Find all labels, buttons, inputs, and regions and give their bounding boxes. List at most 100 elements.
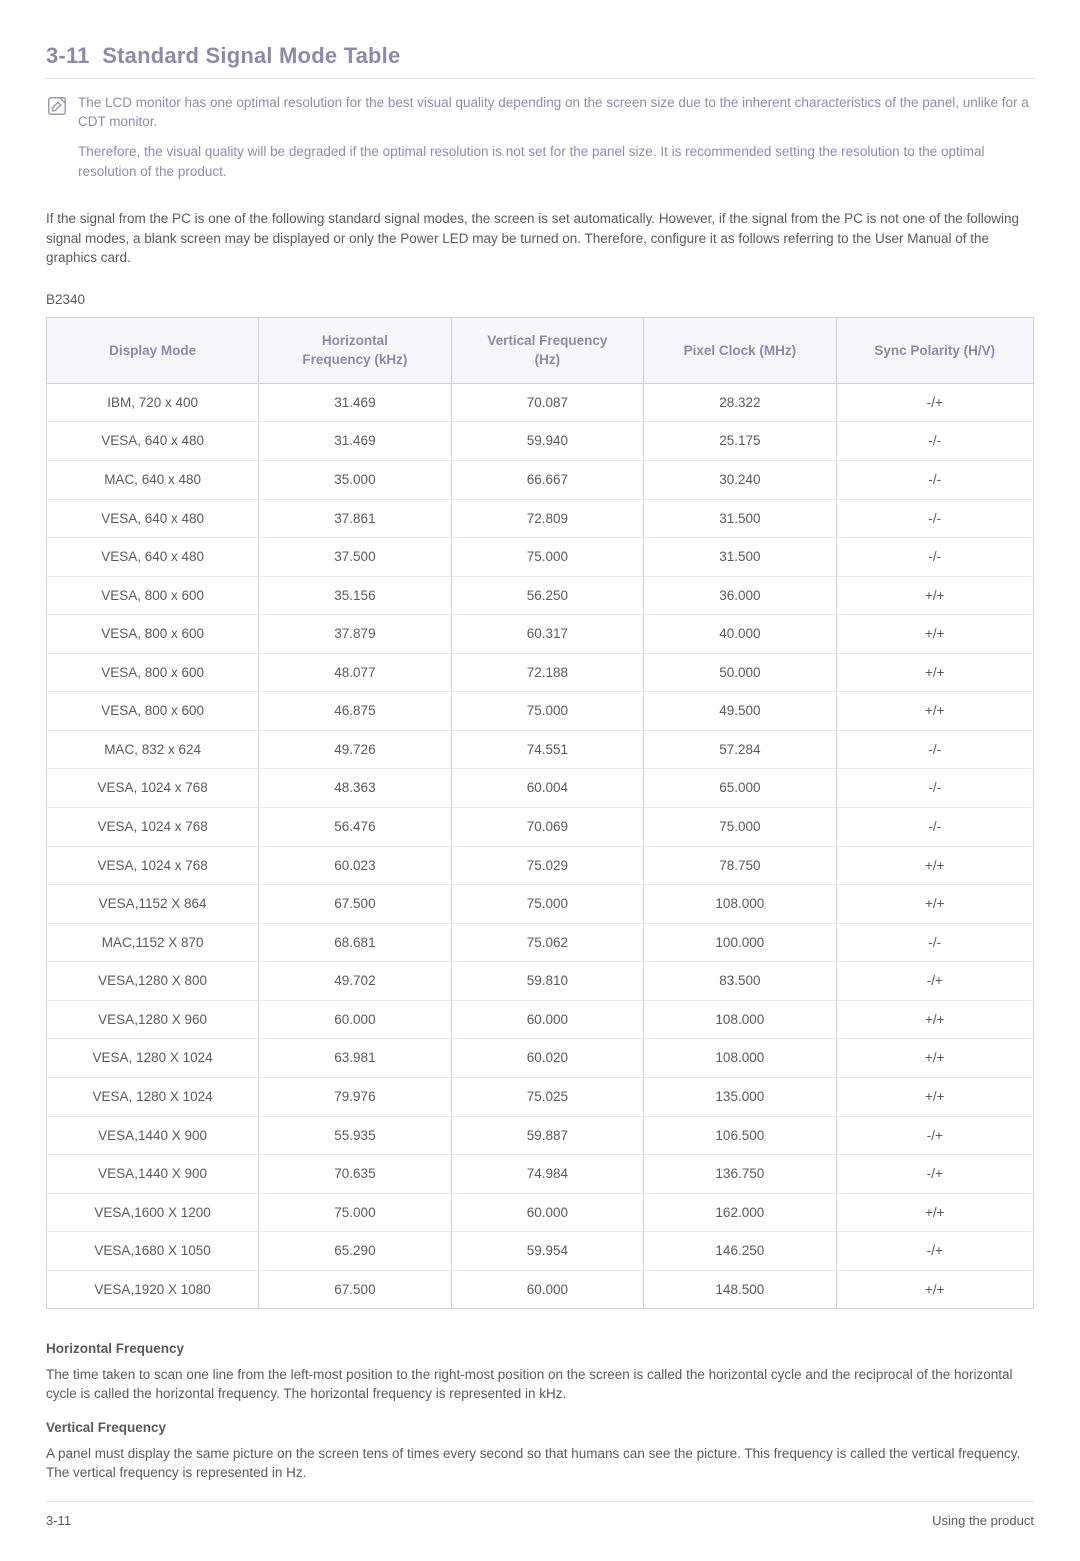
table-cell: 59.940: [451, 422, 643, 461]
table-row: VESA, 1024 x 76856.47670.06975.000-/-: [47, 808, 1034, 847]
table-cell: VESA,1280 X 800: [47, 962, 259, 1001]
table-cell: 60.317: [451, 615, 643, 654]
table-cell: VESA, 1280 X 1024: [47, 1039, 259, 1078]
table-cell: -/+: [836, 1232, 1033, 1271]
table-cell: +/+: [836, 576, 1033, 615]
table-header-cell: HorizontalFrequency (kHz): [259, 318, 451, 383]
table-cell: -/-: [836, 769, 1033, 808]
model-label: B2340: [46, 290, 1034, 310]
table-cell: 63.981: [259, 1039, 451, 1078]
table-row: VESA,1280 X 96060.00060.000108.000+/+: [47, 1000, 1034, 1039]
table-cell: 50.000: [644, 653, 836, 692]
table-cell: VESA, 800 x 600: [47, 653, 259, 692]
table-row: VESA, 1024 x 76860.02375.02978.750+/+: [47, 846, 1034, 885]
table-cell: 66.667: [451, 460, 643, 499]
table-cell: 31.469: [259, 422, 451, 461]
table-cell: 31.500: [644, 499, 836, 538]
table-cell: MAC, 832 x 624: [47, 730, 259, 769]
table-cell: 57.284: [644, 730, 836, 769]
table-cell: 136.750: [644, 1155, 836, 1194]
table-cell: 25.175: [644, 422, 836, 461]
table-cell: 75.000: [259, 1193, 451, 1232]
table-cell: 83.500: [644, 962, 836, 1001]
table-cell: 108.000: [644, 1000, 836, 1039]
table-cell: 37.861: [259, 499, 451, 538]
table-cell: +/+: [836, 1039, 1033, 1078]
table-cell: -/+: [836, 1116, 1033, 1155]
table-cell: 37.500: [259, 538, 451, 577]
table-cell: 75.000: [644, 808, 836, 847]
table-cell: 60.000: [259, 1000, 451, 1039]
table-cell: VESA,1600 X 1200: [47, 1193, 259, 1232]
table-cell: 59.810: [451, 962, 643, 1001]
table-cell: 37.879: [259, 615, 451, 654]
table-cell: 106.500: [644, 1116, 836, 1155]
table-cell: 35.156: [259, 576, 451, 615]
table-cell: -/-: [836, 499, 1033, 538]
table-row: VESA,1600 X 120075.00060.000162.000+/+: [47, 1193, 1034, 1232]
section-number: 3-11: [46, 43, 90, 68]
table-row: VESA, 800 x 60035.15656.25036.000+/+: [47, 576, 1034, 615]
table-cell: 68.681: [259, 923, 451, 962]
table-cell: 67.500: [259, 885, 451, 924]
table-cell: 49.726: [259, 730, 451, 769]
table-row: VESA, 640 x 48037.86172.80931.500-/-: [47, 499, 1034, 538]
table-cell: VESA,1680 X 1050: [47, 1232, 259, 1271]
horizontal-frequency-text: The time taken to scan one line from the…: [46, 1365, 1034, 1404]
table-cell: IBM, 720 x 400: [47, 383, 259, 422]
table-cell: 56.476: [259, 808, 451, 847]
note-block: The LCD monitor has one optimal resoluti…: [46, 93, 1034, 191]
table-cell: 40.000: [644, 615, 836, 654]
table-cell: VESA, 800 x 600: [47, 615, 259, 654]
table-cell: 78.750: [644, 846, 836, 885]
table-row: VESA, 800 x 60046.87575.00049.500+/+: [47, 692, 1034, 731]
horizontal-frequency-heading: Horizontal Frequency: [46, 1339, 1034, 1359]
table-cell: 48.363: [259, 769, 451, 808]
table-cell: 35.000: [259, 460, 451, 499]
table-cell: +/+: [836, 692, 1033, 731]
table-row: VESA, 1280 X 102463.98160.020108.000+/+: [47, 1039, 1034, 1078]
vertical-frequency-text: A panel must display the same picture on…: [46, 1444, 1034, 1483]
table-cell: VESA, 1024 x 768: [47, 846, 259, 885]
table-cell: -/+: [836, 962, 1033, 1001]
table-cell: VESA, 640 x 480: [47, 499, 259, 538]
table-cell: -/-: [836, 538, 1033, 577]
note-paragraph-2: Therefore, the visual quality will be de…: [78, 142, 1034, 181]
table-cell: 60.000: [451, 1270, 643, 1309]
table-cell: +/+: [836, 846, 1033, 885]
table-cell: MAC,1152 X 870: [47, 923, 259, 962]
note-body: The LCD monitor has one optimal resoluti…: [78, 93, 1034, 191]
table-cell: 74.984: [451, 1155, 643, 1194]
table-cell: 60.000: [451, 1193, 643, 1232]
table-row: VESA,1440 X 90070.63574.984136.750-/+: [47, 1155, 1034, 1194]
table-row: MAC, 832 x 62449.72674.55157.284-/-: [47, 730, 1034, 769]
table-cell: VESA,1280 X 960: [47, 1000, 259, 1039]
vertical-frequency-heading: Vertical Frequency: [46, 1418, 1034, 1438]
table-cell: 108.000: [644, 885, 836, 924]
table-header-cell: Pixel Clock (MHz): [644, 318, 836, 383]
table-cell: 65.000: [644, 769, 836, 808]
table-cell: 28.322: [644, 383, 836, 422]
table-cell: VESA,1440 X 900: [47, 1155, 259, 1194]
table-cell: 108.000: [644, 1039, 836, 1078]
table-row: VESA, 640 x 48037.50075.00031.500-/-: [47, 538, 1034, 577]
table-row: VESA, 640 x 48031.46959.94025.175-/-: [47, 422, 1034, 461]
table-row: MAC,1152 X 87068.68175.062100.000-/-: [47, 923, 1034, 962]
table-cell: 135.000: [644, 1077, 836, 1116]
table-cell: +/+: [836, 1077, 1033, 1116]
table-row: VESA, 800 x 60037.87960.31740.000+/+: [47, 615, 1034, 654]
table-header-cell: Display Mode: [47, 318, 259, 383]
intro-paragraph: If the signal from the PC is one of the …: [46, 209, 1034, 268]
table-cell: -/-: [836, 923, 1033, 962]
table-cell: +/+: [836, 653, 1033, 692]
table-cell: 70.635: [259, 1155, 451, 1194]
table-cell: 36.000: [644, 576, 836, 615]
table-cell: VESA, 640 x 480: [47, 422, 259, 461]
table-header-row: Display ModeHorizontalFrequency (kHz)Ver…: [47, 318, 1034, 383]
table-cell: 100.000: [644, 923, 836, 962]
footer-right: Using the product: [932, 1512, 1034, 1531]
table-cell: VESA, 1024 x 768: [47, 808, 259, 847]
table-cell: 60.023: [259, 846, 451, 885]
table-cell: -/-: [836, 460, 1033, 499]
table-row: VESA, 800 x 60048.07772.18850.000+/+: [47, 653, 1034, 692]
